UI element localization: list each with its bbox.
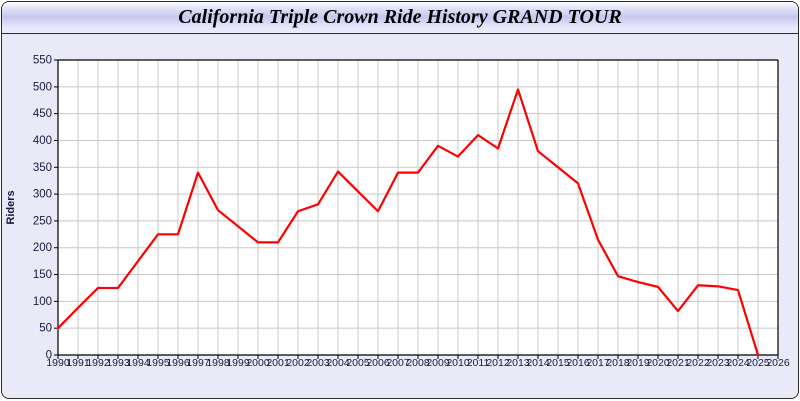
svg-text:400: 400 — [33, 135, 52, 147]
svg-text:150: 150 — [33, 269, 52, 281]
svg-text:550: 550 — [33, 55, 52, 67]
svg-text:Riders: Riders — [5, 190, 17, 224]
svg-text:450: 450 — [33, 108, 52, 120]
svg-text:200: 200 — [33, 242, 52, 254]
svg-text:300: 300 — [33, 189, 52, 201]
svg-text:100: 100 — [33, 296, 52, 308]
svg-text:500: 500 — [33, 81, 52, 93]
svg-text:350: 350 — [33, 162, 52, 174]
svg-text:50: 50 — [39, 323, 52, 335]
svg-text:250: 250 — [33, 215, 52, 227]
